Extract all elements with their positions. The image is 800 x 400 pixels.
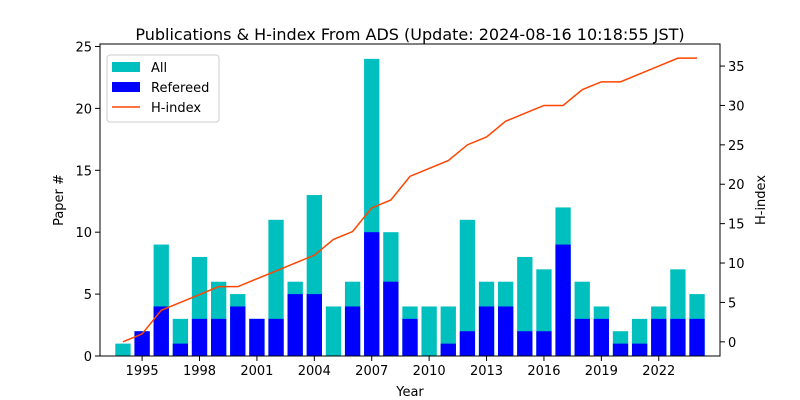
legend-label-h-index: H-index [151, 101, 201, 116]
bar-refereed-2001 [249, 318, 265, 356]
y-tick-label-15: 15 [75, 164, 92, 179]
bar-refereed-2015 [517, 331, 533, 356]
bar-refereed-2013 [478, 306, 495, 356]
bars-refereed [134, 232, 705, 356]
y-tick-label-10: 10 [75, 226, 92, 241]
y-tick-label-5: 5 [84, 288, 92, 303]
legend-swatch-all [112, 62, 140, 72]
y-axis-right: 0 5 10 15 20 25 30 35 [720, 60, 745, 351]
bar-refereed-2021 [631, 343, 648, 356]
plot-frame [99, 43, 721, 357]
bar-refereed-2018 [574, 318, 590, 356]
bar-refereed-2019 [593, 318, 610, 356]
y2-tick-label-15: 15 [728, 218, 745, 233]
x-tick-label-2013: 2013 [470, 364, 503, 379]
x-tick-label-2010: 2010 [413, 364, 446, 379]
x-tick-label-2004: 2004 [298, 364, 331, 379]
x-tick-label-1998: 1998 [183, 364, 216, 379]
y-axis-label: Paper # [52, 174, 67, 226]
bar-refereed-2003 [287, 294, 303, 356]
bar-refereed-1999 [210, 318, 227, 356]
y2-tick-label-10: 10 [728, 257, 745, 272]
bar-refereed-2007 [364, 232, 380, 356]
y-tick-label-20: 20 [75, 102, 92, 117]
y2-tick-label-0: 0 [728, 336, 736, 351]
bar-refereed-1998 [191, 318, 208, 356]
y2-tick-label-20: 20 [728, 178, 745, 193]
bar-refereed-1996 [153, 306, 169, 356]
bar-all-2012 [459, 219, 476, 356]
y2-tick-label-5: 5 [728, 296, 736, 311]
bar-refereed-2004 [306, 294, 322, 356]
legend-swatch-refereed [112, 82, 140, 92]
bar-all-2005 [325, 306, 342, 356]
y-axis-left: 0 5 10 15 20 25 [75, 40, 100, 365]
x-tick-label-2001: 2001 [240, 364, 273, 379]
x-tick-label-2016: 2016 [527, 364, 560, 379]
legend-label-all: All [151, 61, 167, 76]
bar-all-1994 [115, 343, 131, 356]
bar-refereed-2008 [383, 281, 399, 356]
y-tick-label-0: 0 [84, 350, 92, 365]
h-index-line [122, 57, 698, 343]
bar-refereed-1997 [172, 343, 189, 356]
bar-refereed-2012 [459, 331, 476, 356]
x-axis: 1995 1998 2001 2004 2007 2010 2013 2016 2019 2022 [126, 356, 675, 379]
chart-title: Publications & H-index From ADS (Update:… [135, 25, 684, 44]
y2-tick-label-30: 30 [728, 99, 745, 114]
y2-axis-label: H-index [754, 175, 769, 225]
bar-refereed-2006 [344, 306, 361, 356]
x-axis-label: Year [395, 385, 424, 400]
y-tick-label-25: 25 [75, 40, 92, 55]
bar-refereed-2020 [612, 343, 629, 356]
bar-refereed-2002 [268, 318, 284, 356]
x-tick-label-2022: 2022 [642, 364, 675, 379]
y2-tick-label-35: 35 [728, 60, 745, 75]
bar-refereed-2011 [440, 343, 456, 356]
bar-refereed-2014 [498, 306, 514, 356]
x-tick-label-1995: 1995 [126, 364, 159, 379]
x-tick-label-2019: 2019 [585, 364, 618, 379]
bar-refereed-2024 [689, 318, 705, 356]
bar-all-2010 [421, 306, 437, 356]
bar-refereed-2009 [402, 318, 418, 356]
y2-tick-label-25: 25 [728, 139, 745, 154]
bar-refereed-2023 [670, 318, 686, 356]
x-tick-label-2007: 2007 [355, 364, 388, 379]
bar-refereed-2022 [651, 318, 667, 356]
legend: All Refereed H-index [106, 54, 220, 123]
legend-label-refereed: Refereed [151, 81, 209, 96]
bar-refereed-2016 [536, 331, 552, 356]
bar-refereed-2000 [230, 306, 246, 356]
bar-refereed-2017 [555, 244, 571, 356]
bar-refereed-1995 [134, 331, 150, 356]
